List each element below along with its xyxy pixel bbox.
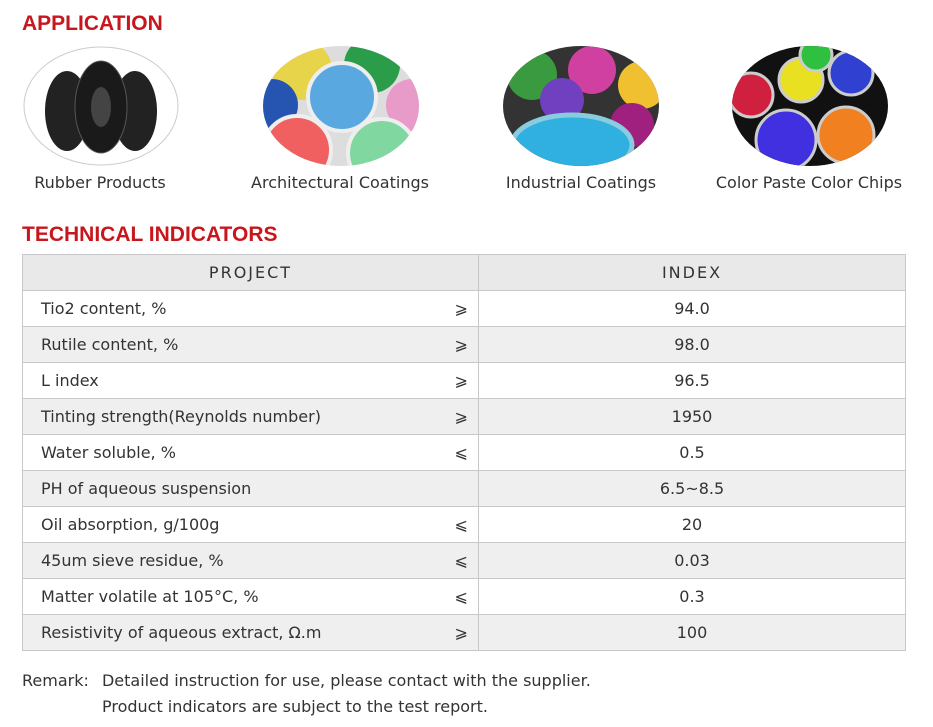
remark-label: Remark: — [22, 671, 89, 690]
project-cell: 45um sieve residue, % ⩽ — [22, 542, 479, 579]
project-name: Matter volatile at 105°C, % — [41, 587, 259, 606]
index-cell: 1950 — [478, 398, 906, 435]
table-row: Oil absorption, g/100g ⩽ 20 — [22, 506, 906, 543]
table-row: L index ⩾ 96.5 — [22, 362, 906, 399]
index-cell: 0.03 — [478, 542, 906, 579]
architectural-image — [263, 46, 419, 166]
table-row: Tinting strength(Reynolds number) ⩾ 1950 — [22, 398, 906, 435]
header-cell: INDEX — [478, 254, 906, 291]
comparison-symbol: ⩾ — [454, 299, 468, 318]
index-cell: 94.0 — [478, 290, 906, 327]
table-row: 45um sieve residue, % ⩽ 0.03 — [22, 542, 906, 579]
section-title: APPLICATION — [22, 12, 163, 35]
comparison-symbol: ⩾ — [454, 335, 468, 354]
index-cell: 96.5 — [478, 362, 906, 399]
project-name: L index — [41, 371, 99, 390]
index-cell: 100 — [478, 614, 906, 651]
project-name: Oil absorption, g/100g — [41, 515, 220, 534]
project-name: Rutile content, % — [41, 335, 179, 354]
industrial-image — [503, 46, 659, 166]
comparison-symbol: ⩾ — [454, 623, 468, 642]
project-cell: Resistivity of aqueous extract, Ω.m ⩾ — [22, 614, 479, 651]
caption: Industrial Coatings — [505, 173, 657, 192]
project-name: Tinting strength(Reynolds number) — [41, 407, 321, 426]
project-cell: PH of aqueous suspension — [22, 470, 479, 507]
index-cell: 0.5 — [478, 434, 906, 471]
caption: Architectural Coatings — [251, 173, 429, 192]
project-cell: Oil absorption, g/100g ⩽ — [22, 506, 479, 543]
comparison-symbol: ⩽ — [454, 551, 468, 570]
project-name: 45um sieve residue, % — [41, 551, 224, 570]
project-name: Resistivity of aqueous extract, Ω.m — [41, 623, 322, 642]
table-row: Rutile content, % ⩾ 98.0 — [22, 326, 906, 363]
project-cell: Matter volatile at 105°C, % ⩽ — [22, 578, 479, 615]
index-cell: 0.3 — [478, 578, 906, 615]
remark-line: Product indicators are subject to the te… — [101, 697, 488, 716]
comparison-symbol: ⩽ — [454, 515, 468, 534]
index-cell: 20 — [478, 506, 906, 543]
table-row: Tio2 content, % ⩾ 94.0 — [22, 290, 906, 327]
remark: Remark: Detailed instruction for use, pl… — [22, 668, 591, 720]
project-cell: Tinting strength(Reynolds number) ⩾ — [22, 398, 479, 435]
table-row: PH of aqueous suspension 6.5~8.5 — [22, 470, 906, 507]
comparison-symbol: ⩽ — [454, 443, 468, 462]
section-title: TECHNICAL INDICATORS — [22, 223, 278, 246]
comparison-symbol: ⩾ — [454, 371, 468, 390]
rubber-image — [23, 46, 179, 166]
caption: Color Paste Color Chips — [715, 173, 903, 192]
index-cell: 98.0 — [478, 326, 906, 363]
project-cell: Water soluble, % ⩽ — [22, 434, 479, 471]
table-row: Matter volatile at 105°C, % ⩽ 0.3 — [22, 578, 906, 615]
project-cell: Rutile content, % ⩾ — [22, 326, 479, 363]
table-row: Resistivity of aqueous extract, Ω.m ⩾ 100 — [22, 614, 906, 651]
project-name: Tio2 content, % — [41, 299, 167, 318]
comparison-symbol: ⩾ — [454, 407, 468, 426]
comparison-symbol: ⩽ — [454, 587, 468, 606]
project-cell: Tio2 content, % ⩾ — [22, 290, 479, 327]
project-name: PH of aqueous suspension — [41, 479, 252, 498]
indicator-table: PROJECT INDEX Tio2 content, % ⩾ 94.0 Rutile… — [22, 254, 906, 651]
caption: Rubber Products — [34, 173, 166, 192]
color-paste-image — [732, 46, 888, 166]
project-name: Water soluble, % — [41, 443, 176, 462]
header-cell: PROJECT — [22, 254, 479, 291]
remark-line: Detailed instruction for use, please con… — [101, 671, 591, 690]
index-cell: 6.5~8.5 — [478, 470, 906, 507]
project-cell: L index ⩾ — [22, 362, 479, 399]
table-row: Water soluble, % ⩽ 0.5 — [22, 434, 906, 471]
